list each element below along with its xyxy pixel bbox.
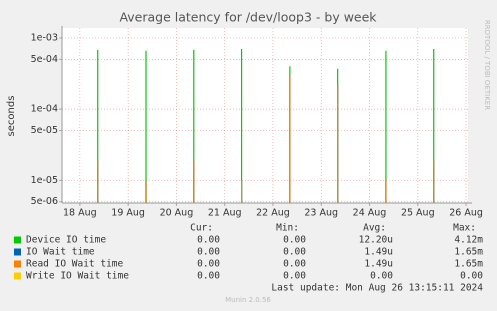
x-tick-label: 20 Aug: [160, 208, 194, 219]
legend-label: Write IO Wait time: [26, 271, 129, 282]
y-tick-label: 5e-04: [31, 54, 58, 65]
legend-stat: 0.00: [283, 247, 306, 258]
legend-stat: 1.65m: [454, 247, 483, 258]
last-update: Last update: Mon Aug 26 13:15:11 2024: [271, 283, 483, 294]
legend-swatch: [14, 248, 21, 256]
y-tick-label: 1e-03: [31, 32, 58, 43]
legend-label: Device IO time: [26, 235, 106, 246]
x-tick-label: 18 Aug: [63, 208, 97, 219]
legend-stat: 0.00: [370, 271, 393, 282]
plot-area: [62, 28, 468, 203]
x-tick-label: 22 Aug: [256, 208, 290, 219]
legend-stat: 0.00: [283, 271, 306, 282]
x-tick-label: 23 Aug: [304, 208, 338, 219]
x-tick-label: 26 Aug: [449, 208, 483, 219]
legend-stat: 1.49u: [364, 259, 393, 270]
legend-stat: 0.00: [197, 259, 220, 270]
legend-stat: 0.00: [283, 235, 306, 246]
legend-header: Min:: [276, 223, 299, 234]
x-tick-label: 24 Aug: [353, 208, 387, 219]
legend-header: Cur:: [190, 223, 213, 234]
legend-header: Max:: [453, 223, 476, 234]
y-tick-label: 1e-05: [31, 175, 58, 186]
y-tick-label: 1e-04: [31, 104, 58, 115]
y-tick-label: 5e-06: [31, 196, 58, 207]
y-tick-label: 5e-05: [31, 125, 58, 136]
legend-label: IO Wait time: [26, 247, 95, 258]
side-text: RRDTOOL / TOBI OETIKER: [483, 20, 491, 110]
x-tick-label: 21 Aug: [208, 208, 242, 219]
chart-title: Average latency for /dev/loop3 - by week: [119, 10, 377, 25]
legend-stat: 0.00: [283, 259, 306, 270]
legend-swatch: [14, 236, 21, 244]
legend-stat: 0.00: [197, 235, 220, 246]
footer: Munin 2.0.56: [225, 296, 271, 304]
legend-stat: 1.65m: [454, 259, 483, 270]
x-tick-label: 19 Aug: [111, 208, 145, 219]
legend-swatch: [14, 260, 21, 268]
legend-stat: 1.49u: [364, 247, 393, 258]
y-axis-label: seconds: [6, 96, 17, 137]
legend-swatch: [14, 272, 21, 280]
legend-stat: 0.00: [460, 271, 483, 282]
x-tick-label: 25 Aug: [401, 208, 435, 219]
legend-header: Avg:: [363, 223, 386, 234]
legend-stat: 12.20u: [359, 235, 393, 246]
legend-label: Read IO Wait time: [26, 259, 124, 270]
legend-stat: 0.00: [197, 271, 220, 282]
legend-stat: 4.12m: [454, 235, 483, 246]
legend-stat: 0.00: [197, 247, 220, 258]
